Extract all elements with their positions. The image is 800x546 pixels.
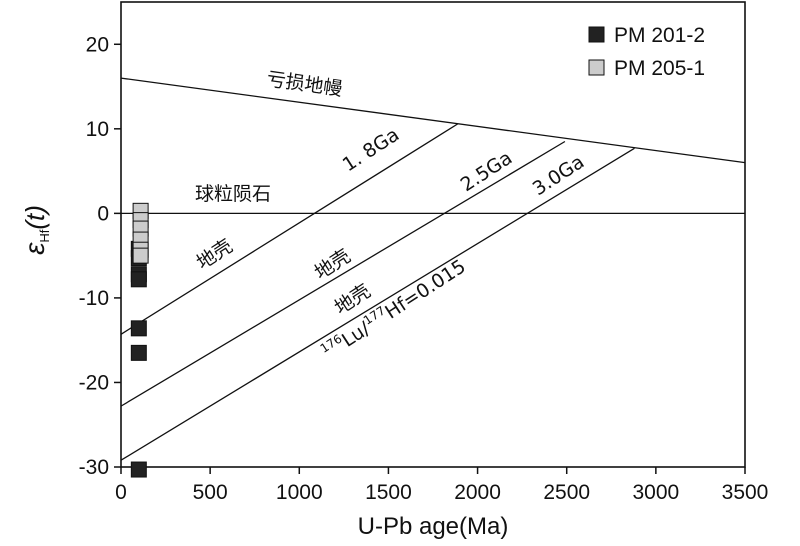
y-tick-label: -30 [79, 456, 109, 479]
x-tick-label: 500 [193, 481, 228, 504]
y-tick-label: 20 [86, 33, 109, 56]
data-points [130, 202, 149, 478]
svg-text:εHf(t): εHf(t) [19, 205, 52, 255]
ref-line-depleted-mantle [120, 77, 746, 164]
y-axis-title-sub: Hf [37, 229, 52, 242]
ref-line-crust-2.5ga [120, 140, 566, 407]
y-axis-title-epsilon: ε [19, 242, 50, 255]
y-tick-label: -10 [79, 287, 109, 310]
x-axis-title: U-Pb age(Ma) [358, 513, 509, 540]
x-tick-label: 2500 [543, 481, 590, 504]
x-tick-label: 1500 [365, 481, 412, 504]
x-tick-label: 3000 [632, 481, 679, 504]
legend-marker-pm201-2 [588, 26, 605, 43]
y-axis-title-suffix: (t) [20, 205, 50, 230]
legend-label-pm205-1: PM 205-1 [614, 57, 705, 80]
y-axis-ticks: 20 10 0 -10 -20 -30 [79, 33, 121, 479]
data-point-series-0 [130, 344, 147, 361]
chondrite-label: 球粒陨石 [195, 183, 271, 205]
y-tick-label: -20 [79, 371, 109, 394]
ref-line-crust-1.8ga [120, 123, 459, 335]
x-tick-label: 2000 [454, 481, 501, 504]
data-point-series-0 [130, 271, 147, 288]
data-point-series-0 [130, 461, 147, 478]
x-axis-ticks: 0 500 1000 1500 2000 2500 3000 3500 [115, 467, 768, 504]
x-tick-label: 3500 [722, 481, 769, 504]
data-point-series-1 [132, 247, 149, 264]
reference-lines [120, 77, 746, 461]
plot-frame [120, 1, 746, 468]
legend-label-pm201-2: PM 201-2 [614, 24, 705, 47]
x-tick-label: 0 [115, 481, 127, 504]
x-tick-label: 1000 [276, 481, 323, 504]
y-axis-title: εHf(t) [19, 205, 52, 255]
legend-marker-pm205-1 [588, 59, 605, 76]
y-tick-label: 10 [86, 118, 109, 141]
ref-line-crust-3.0ga [120, 147, 635, 461]
y-tick-label: 0 [97, 202, 109, 225]
data-point-series-0 [130, 320, 147, 337]
legend: PM 201-2 PM 205-1 [588, 24, 705, 80]
